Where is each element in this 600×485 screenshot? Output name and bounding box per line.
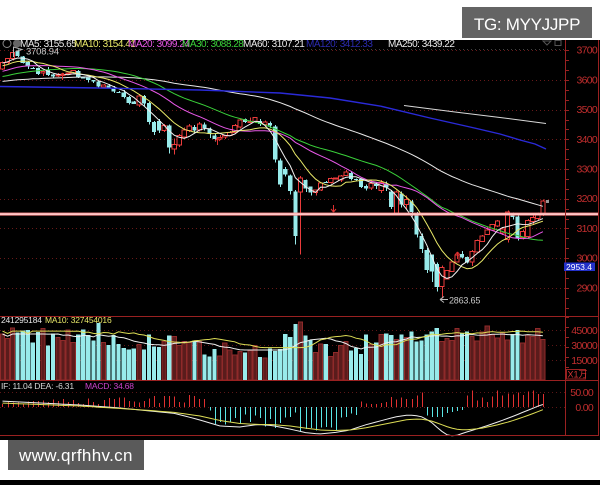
svg-text:3400: 3400 <box>576 134 597 146</box>
svg-text:MA250: 3439.22: MA250: 3439.22 <box>388 39 455 50</box>
svg-text:2900: 2900 <box>576 282 597 294</box>
svg-text:241295184: 241295184 <box>1 315 42 325</box>
svg-text:TG: MYYJJPP: TG: MYYJJPP <box>474 15 580 34</box>
svg-text:2863.65: 2863.65 <box>449 296 480 306</box>
svg-text:3100: 3100 <box>576 223 597 235</box>
svg-text:www.qrfhhv.cn: www.qrfhhv.cn <box>18 446 133 465</box>
svg-text:MA60: 3107.21: MA60: 3107.21 <box>243 39 305 50</box>
svg-text:0.00: 0.00 <box>575 402 593 414</box>
svg-text:3200: 3200 <box>576 193 597 205</box>
svg-text:3500: 3500 <box>576 104 597 116</box>
svg-text:3700: 3700 <box>576 45 597 57</box>
svg-text:50.00: 50.00 <box>570 387 594 399</box>
svg-text:MACD: 34.68: MACD: 34.68 <box>85 381 134 391</box>
svg-text:MA10: 3154.41: MA10: 3154.41 <box>74 39 136 50</box>
svg-text:30000: 30000 <box>571 340 598 352</box>
svg-text:3708.94: 3708.94 <box>26 47 59 58</box>
svg-text:15000: 15000 <box>571 355 598 367</box>
svg-text:45000: 45000 <box>571 325 598 337</box>
svg-text:3600: 3600 <box>576 74 597 86</box>
svg-text:MA120: 3412.33: MA120: 3412.33 <box>306 39 373 50</box>
svg-text:3000: 3000 <box>576 253 597 265</box>
svg-text:MA20: 3099.24: MA20: 3099.24 <box>128 39 190 50</box>
svg-text:IF: 11.04 DEA: -6.31: IF: 11.04 DEA: -6.31 <box>1 381 74 391</box>
svg-text:X1万: X1万 <box>568 370 588 380</box>
svg-text:MA5: 3155.65: MA5: 3155.65 <box>20 39 77 50</box>
svg-text:3300: 3300 <box>576 164 597 176</box>
svg-text:MA30: 3088.28: MA30: 3088.28 <box>182 39 244 50</box>
svg-text:MA10: 327454016: MA10: 327454016 <box>45 315 112 325</box>
svg-text:2953.4: 2953.4 <box>566 262 592 272</box>
